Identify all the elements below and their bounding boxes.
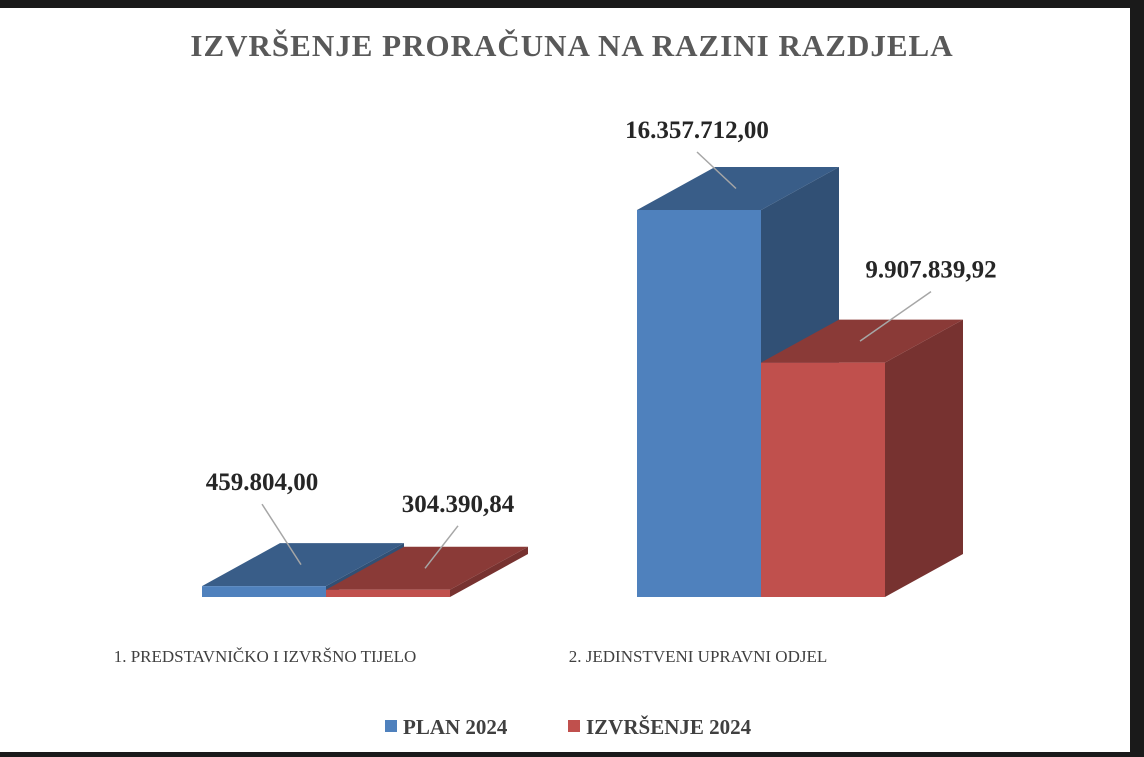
- data-label: 304.390,84: [402, 491, 515, 518]
- legend-label: IZVRŠENJE 2024: [586, 715, 752, 739]
- chart: IZVRŠENJE PRORAČUNA NA RAZINI RAZDJELA 4…: [190, 28, 996, 739]
- chart-title: IZVRŠENJE PRORAČUNA NA RAZINI RAZDJELA: [190, 28, 953, 63]
- bar: [326, 546, 528, 597]
- x-tick-label: 1. PREDSTAVNIČKO I IZVRŠNO TIJELO: [113, 647, 417, 666]
- bar-face: [326, 589, 450, 597]
- x-tick-label: 2. JEDINSTVENI UPRAVNI ODJEL: [568, 647, 828, 666]
- bar: [761, 319, 963, 597]
- bar-face: [202, 543, 404, 587]
- data-label: 9.907.839,92: [865, 257, 996, 284]
- bar-face: [637, 167, 839, 210]
- bar-face: [202, 586, 326, 597]
- data-label: 16.357.712,00: [625, 117, 769, 144]
- data-label: 459.804,00: [206, 469, 319, 496]
- legend-label: PLAN 2024: [403, 715, 508, 739]
- bar-face: [761, 319, 963, 363]
- leader-line: [424, 525, 459, 569]
- leader-line: [261, 503, 302, 566]
- legend-swatch: [385, 720, 397, 732]
- bar-face: [450, 546, 528, 597]
- legend-swatch: [568, 720, 580, 732]
- leader-line: [696, 151, 737, 190]
- bar-face: [761, 362, 885, 597]
- panel: IZVRŠENJE PRORAČUNA NA RAZINI RAZDJELA 4…: [0, 8, 1130, 752]
- leader-line: [859, 290, 932, 342]
- bar-face: [637, 210, 761, 597]
- bar-face: [885, 319, 963, 597]
- bar-face: [326, 546, 528, 590]
